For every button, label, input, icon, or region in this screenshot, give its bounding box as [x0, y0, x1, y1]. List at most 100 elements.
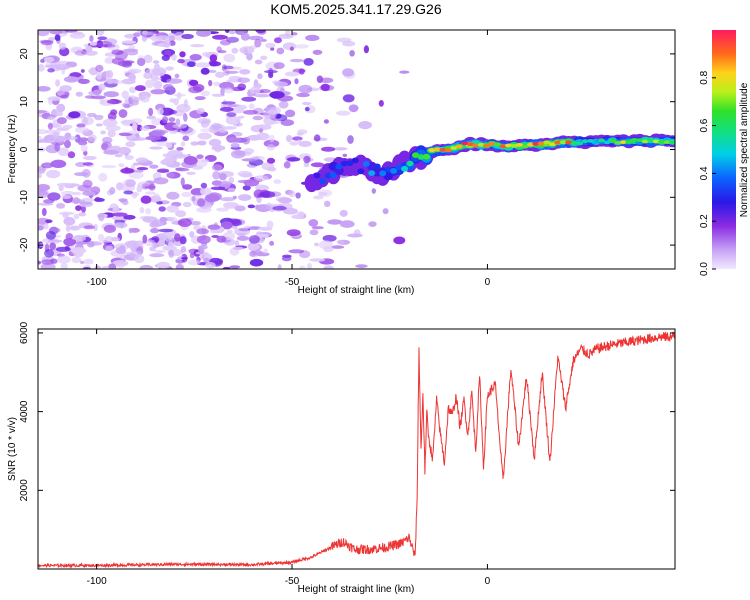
- noise-blob: [243, 179, 260, 187]
- noise-blob: [312, 49, 323, 55]
- noise-blob: [38, 173, 42, 179]
- noise-blob: [285, 134, 293, 143]
- noise-blob: [65, 224, 71, 232]
- noise-blob: [239, 46, 255, 54]
- noise-blob: [237, 83, 247, 91]
- noise-blob: [274, 113, 282, 119]
- noise-blob: [153, 80, 163, 90]
- noise-blob: [121, 40, 137, 44]
- ridge-blob: [499, 144, 507, 149]
- noise-blob: [107, 129, 116, 138]
- noise-blob: [183, 156, 198, 165]
- noise-blob: [324, 200, 331, 207]
- noise-blob: [196, 154, 204, 159]
- noise-blob: [82, 116, 88, 125]
- colorbar-tick-label: 0.4: [699, 166, 710, 180]
- noise-blob: [162, 153, 176, 158]
- ridge-blob: [494, 142, 502, 147]
- noise-blob: [111, 145, 121, 151]
- noise-blob: [150, 228, 160, 234]
- noise-blob: [309, 258, 326, 262]
- noise-blob: [78, 137, 89, 142]
- noise-blob: [63, 237, 77, 247]
- noise-blob: [80, 144, 88, 153]
- noise-blob: [94, 265, 101, 269]
- noise-blob: [237, 77, 251, 83]
- noise-blob: [217, 50, 227, 54]
- figure-title: KOM5.2025.341.17.29.G26: [270, 1, 441, 17]
- noise-blob: [259, 191, 276, 198]
- ridge-blob: [521, 144, 529, 149]
- noise-blob: [82, 190, 96, 196]
- noise-blob: [38, 110, 47, 114]
- noise-blob: [78, 140, 88, 146]
- noise-blob: [289, 46, 294, 51]
- noise-blob: [133, 32, 141, 37]
- noise-blob: [204, 261, 216, 269]
- ridge-blob: [565, 140, 573, 145]
- noise-blob: [38, 129, 49, 135]
- noise-blob: [320, 83, 330, 92]
- noise-blob: [162, 157, 174, 166]
- noise-blob: [269, 240, 274, 246]
- ridge-blob: [455, 144, 463, 149]
- noise-blob: [45, 129, 61, 134]
- noise-blob: [296, 92, 310, 98]
- noise-blob: [125, 251, 135, 255]
- noise-blob: [135, 157, 149, 163]
- noise-blob: [166, 172, 175, 178]
- y-tick-label: -10: [19, 190, 30, 205]
- noise-blob: [55, 111, 64, 117]
- noise-blob: [72, 197, 81, 205]
- noise-blob: [62, 124, 73, 129]
- noise-blob: [323, 119, 329, 124]
- noise-blob: [194, 96, 206, 101]
- y-tick-label: 4000: [19, 400, 30, 423]
- noise-blob: [266, 144, 276, 151]
- noise-blob: [269, 91, 285, 99]
- noise-blob: [95, 64, 104, 72]
- noise-blob: [169, 98, 176, 103]
- noise-blob: [256, 124, 272, 130]
- noise-blob: [55, 79, 61, 87]
- ridge-blob: [406, 160, 414, 167]
- ridge-blob: [532, 141, 540, 146]
- noise-blob: [368, 221, 377, 228]
- noise-blob: [213, 81, 221, 87]
- ridge-blob: [576, 141, 584, 146]
- noise-blob: [111, 57, 125, 65]
- ridge-blob: [570, 141, 578, 146]
- noise-blob: [136, 167, 149, 171]
- x-tick-label: -100: [87, 277, 107, 288]
- noise-blob: [252, 115, 264, 121]
- noise-blob: [371, 188, 376, 194]
- noise-blob: [38, 86, 51, 92]
- noise-blob: [71, 236, 79, 240]
- noise-blob: [242, 136, 251, 145]
- noise-blob: [241, 158, 257, 162]
- ridge-blob: [477, 142, 485, 147]
- noise-blob: [118, 198, 128, 202]
- noise-blob: [151, 68, 167, 76]
- noise-blob: [208, 69, 217, 73]
- noise-blob: [336, 239, 345, 245]
- noise-blob: [316, 75, 324, 84]
- noise-blob: [200, 67, 210, 75]
- ridge-blob: [598, 138, 605, 143]
- noise-blob: [133, 254, 145, 264]
- ridge-blob: [488, 141, 496, 146]
- noise-blob: [336, 37, 352, 43]
- noise-blob: [393, 236, 406, 245]
- noise-blob: [228, 176, 235, 184]
- noise-blob: [274, 37, 282, 44]
- noise-blob: [209, 61, 222, 67]
- noise-blob: [165, 142, 173, 148]
- noise-blob: [152, 60, 160, 64]
- noise-blob: [54, 34, 61, 41]
- noise-blob: [38, 138, 53, 143]
- noise-blob: [399, 70, 410, 74]
- noise-blob: [175, 210, 187, 218]
- noise-blob: [150, 129, 166, 137]
- noise-blob: [44, 64, 61, 69]
- ridge-blob: [340, 160, 348, 167]
